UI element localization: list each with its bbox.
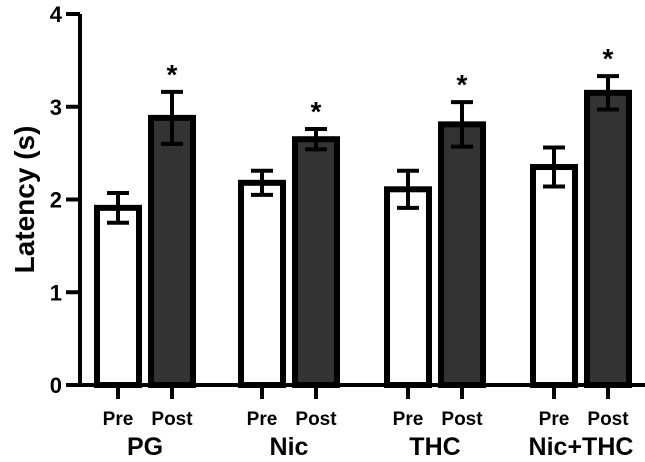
significance-marker: * (167, 59, 178, 90)
group-label: PG (127, 433, 163, 461)
group-label: THC (409, 433, 460, 461)
bars (94, 74, 632, 389)
x-tick-label: Post (441, 409, 483, 430)
group-label: Nic (270, 433, 309, 461)
significance-marker: * (311, 96, 322, 127)
x-tick-label: Pre (103, 409, 134, 430)
bar-thc-post (438, 121, 486, 388)
x-tick-label: Post (151, 409, 193, 430)
bar-nic-thc-post (584, 89, 632, 389)
bar-nic-pre (238, 179, 286, 388)
y-tick-label: 1 (50, 280, 62, 305)
x-tick-label: Pre (247, 409, 278, 430)
labels: 0 1 2 3 4 Latency (s) Pre Post * PG Pre Post * Nic Pre… (9, 2, 633, 461)
bar-nic-thc-pre (530, 164, 578, 388)
y-tick-label: 0 (50, 373, 62, 398)
significance-marker: * (603, 43, 614, 74)
y-tick-label: 3 (50, 95, 62, 120)
y-tick-label: 4 (50, 2, 63, 27)
x-tick-label: Pre (393, 409, 424, 430)
bar-nic-post (292, 136, 340, 388)
group-label: Nic+THC (529, 433, 634, 461)
y-tick-label: 2 (50, 188, 62, 213)
x-tick-label: Pre (539, 409, 570, 430)
bar-pg-post (148, 114, 196, 388)
x-tick-label: Post (587, 409, 629, 430)
x-tick-label: Post (295, 409, 337, 430)
bar-pg-pre (94, 204, 142, 388)
bar-thc-pre (384, 186, 432, 388)
y-axis-label: Latency (s) (9, 126, 40, 274)
significance-marker: * (457, 69, 468, 100)
